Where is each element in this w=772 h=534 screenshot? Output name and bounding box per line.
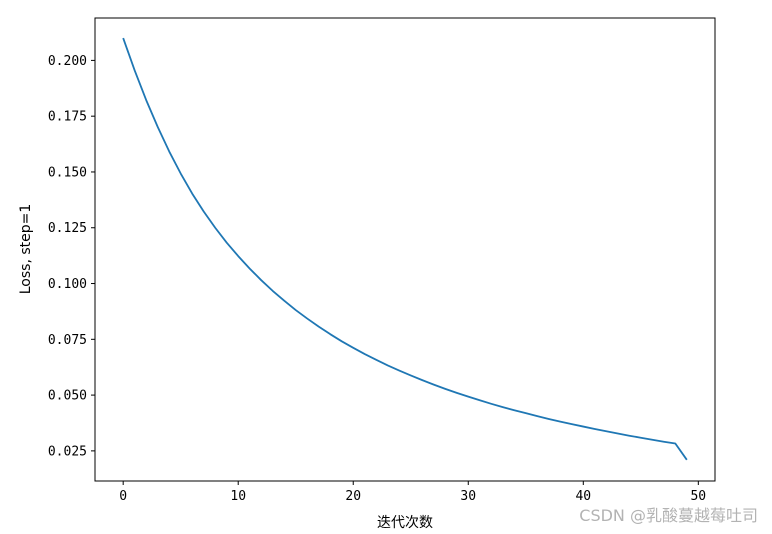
x-tick-label: 20 [345, 489, 361, 504]
y-tick-label: 0.075 [48, 333, 87, 348]
y-tick-label: 0.100 [48, 277, 87, 292]
y-axis-label: Loss, step=1 [18, 204, 34, 295]
x-axis-label: 迭代次数 [377, 515, 433, 531]
x-axis-ticks: 0 10 20 30 40 50 [119, 481, 706, 504]
y-tick-label: 0.050 [48, 389, 87, 404]
x-tick-label: 40 [575, 489, 591, 504]
plot-frame [94, 17, 716, 482]
plot-area [122, 37, 688, 461]
y-tick-label: 0.200 [48, 54, 87, 69]
watermark: CSDN @乳酸蔓越莓吐司 [579, 506, 758, 525]
y-tick-label: 0.025 [48, 444, 87, 459]
x-tick-label: 0 [119, 489, 127, 504]
x-tick-label: 30 [460, 489, 476, 504]
x-tick-label: 50 [690, 489, 706, 504]
x-tick-label: 10 [230, 489, 246, 504]
y-tick-label: 0.150 [48, 165, 87, 180]
y-tick-label: 0.175 [48, 110, 87, 125]
y-axis-ticks: 0.025 0.050 0.075 0.100 0.125 0.150 0.175 0.200 [48, 54, 95, 459]
y-tick-label: 0.125 [48, 221, 87, 236]
loss-series-line [122, 37, 688, 461]
